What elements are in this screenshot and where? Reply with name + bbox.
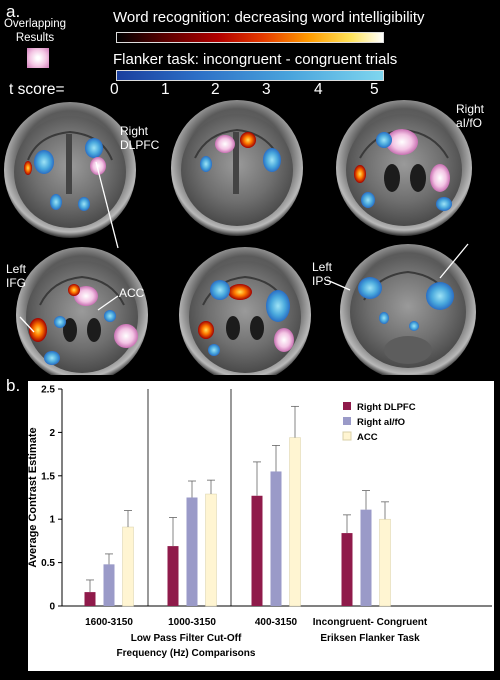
leader-line — [326, 279, 351, 291]
bar-right-dlpfc — [251, 495, 263, 606]
y-tick-label: 2 — [49, 428, 55, 439]
bar-right-dlpfc — [84, 592, 96, 606]
x-axis-title: Frequency (Hz) Comparisons — [117, 648, 256, 659]
bar-acc — [379, 518, 391, 607]
leader-line — [95, 161, 119, 249]
bar-right-ai-fo — [103, 564, 115, 606]
y-tick-label: 1 — [49, 515, 55, 526]
x-axis-title: Low Pass Filter Cut-Off — [131, 633, 242, 644]
brain-slice-1 — [4, 102, 136, 238]
label-left-ifg-line2: IFG — [6, 276, 26, 290]
x-category-label: 1600-3150 — [85, 617, 133, 628]
label-right-aifo-line2: aI/fO — [456, 116, 483, 130]
brain-slice-3 — [336, 100, 472, 236]
label-left-ifg: Left IFG — [6, 262, 26, 290]
brain-slice-6 — [340, 244, 476, 375]
tscore-tick: 3 — [262, 81, 271, 98]
word-colorbar-title: Word recognition: decreasing word intell… — [113, 9, 425, 26]
brain-slices — [4, 100, 476, 375]
brain-slice-2 — [171, 100, 303, 236]
leader-line — [97, 295, 119, 311]
label-left-ips-line2: IPS — [312, 274, 332, 288]
y-tick-label: 0.5 — [41, 558, 55, 569]
y-axis-title: Average Contrast Estimate — [27, 427, 39, 567]
tscore-tick: 0 — [110, 81, 119, 98]
tscore-label: t score= — [9, 81, 65, 98]
bar-acc — [205, 493, 217, 607]
bar-chart: 0 0.5 1 1.5 2 2.5 Average Contrast Estimate 160… — [0, 375, 500, 675]
bar-right-dlpfc — [167, 546, 179, 606]
word-colorbar — [116, 32, 384, 43]
flanker-colorbar — [116, 70, 384, 81]
x-category-label: 1000-3150 — [168, 617, 216, 628]
label-right-dlpfc-line2: DLPFC — [120, 138, 160, 152]
overlap-legend-label: Overlapping Results — [0, 17, 70, 45]
legend-swatch — [342, 431, 352, 441]
y-tick-label: 0 — [49, 602, 55, 613]
y-tick-label: 1.5 — [41, 471, 55, 482]
bar-right-ai-fo — [186, 497, 198, 606]
label-right-dlpfc: Right DLPFC — [120, 124, 159, 152]
bar-right-ai-fo — [360, 509, 372, 606]
tscore-tick: 1 — [161, 81, 170, 98]
bar-right-ai-fo — [270, 471, 282, 606]
y-tick-label: 2.5 — [41, 385, 55, 396]
label-left-ips: Left IPS — [312, 260, 332, 288]
tscore-tick: 4 — [314, 81, 323, 98]
label-acc: ACC — [119, 286, 145, 300]
tscore-tick: 5 — [370, 81, 379, 98]
legend-swatch — [343, 402, 351, 410]
flanker-colorbar-title: Flanker task: incongruent - congruent tr… — [113, 51, 398, 68]
overlap-legend-line1: Overlapping — [3, 18, 66, 30]
label-right-dlpfc-line1: Right — [120, 124, 149, 138]
brain-slice-5 — [179, 247, 311, 375]
brain-slice-4 — [16, 247, 148, 375]
overlap-legend-line2: Results — [15, 32, 55, 44]
x-category-label: Incongruent- Congruent — [313, 617, 428, 628]
panel-a-label: a. — [6, 2, 21, 21]
legend-label: Right aI/fO — [357, 417, 405, 428]
panel-b-label: b. — [6, 376, 21, 395]
legend-label: ACC — [357, 432, 378, 443]
label-right-aifo-line1: Right — [456, 102, 485, 116]
x-category-sublabel: Eriksen Flanker Task — [320, 633, 420, 644]
bar-acc — [122, 526, 134, 607]
legend-swatch — [343, 417, 351, 425]
x-category-label: 400-3150 — [255, 617, 298, 628]
leader-line — [19, 316, 35, 333]
legend-label: Right DLPFC — [357, 402, 416, 413]
label-left-ips-line1: Left — [312, 260, 333, 274]
leader-line — [439, 243, 469, 279]
overlap-legend-swatch — [27, 48, 49, 68]
bar-chart-svg: 0 0.5 1 1.5 2 2.5 Average Contrast Estimate 160… — [27, 381, 494, 671]
tscore-tick: 2 — [211, 81, 220, 98]
bar-right-dlpfc — [341, 533, 353, 606]
label-left-ifg-line1: Left — [6, 262, 27, 276]
label-right-aifo: Right aI/fO — [456, 102, 484, 130]
bar-acc — [289, 437, 301, 607]
